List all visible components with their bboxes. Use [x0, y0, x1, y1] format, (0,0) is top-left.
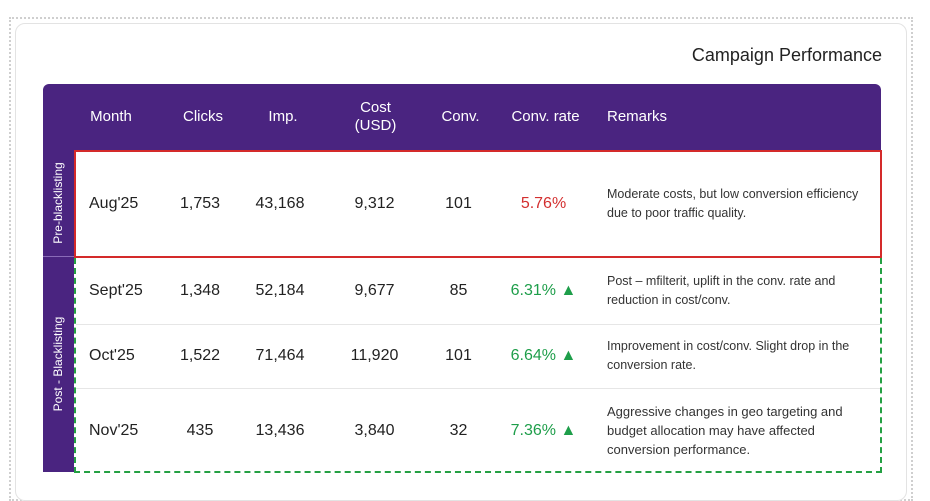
cell-imp: 71,464 — [255, 347, 305, 364]
cell-conv: 101 — [445, 347, 472, 364]
group-sidebar: Pre-blacklisting Post - Blacklisting — [43, 150, 74, 472]
cell-clicks: 1,753 — [179, 195, 221, 212]
col-remarks: Remarks — [607, 108, 668, 125]
rate-value: 6.64% — [510, 347, 557, 364]
cell-month: Nov'25 — [89, 421, 139, 439]
cell-cost: 9,677 — [354, 282, 395, 299]
cell-cost: 11,920 — [350, 347, 399, 364]
cell-imp: 52,184 — [255, 282, 305, 299]
cell-cost: 3,840 — [354, 421, 395, 439]
row-divider — [76, 388, 880, 389]
cell-conv: 85 — [449, 282, 468, 299]
table-row: Oct'25 1,522 71,464 11,920 101 6.64% ▲ I… — [76, 324, 880, 388]
pre-blacklisting-highlight — [74, 150, 882, 258]
cell-conv-rate: 7.36% ▲ — [496, 389, 591, 472]
rate-value: 7.36% — [510, 421, 557, 439]
group-label-pre: Pre-blacklisting — [51, 162, 65, 244]
cell-month: Sept'25 — [89, 282, 143, 299]
row-divider — [76, 324, 880, 325]
col-month: Month — [90, 108, 132, 125]
cell-conv: 32 — [449, 421, 468, 439]
table-row: Aug'25 1,753 43,168 9,312 101 5.76% Mode… — [76, 150, 880, 258]
cell-month: Aug'25 — [89, 195, 139, 212]
group-label-post: Post - Blacklisting — [51, 316, 65, 412]
col-cost: Cost (USD) — [354, 99, 397, 134]
page-title: Campaign Performance — [691, 45, 882, 65]
cell-clicks: 1,348 — [179, 282, 221, 299]
trend-up-icon: ▲ — [560, 282, 577, 299]
trend-up-icon: ▲ — [560, 421, 577, 439]
table-row: Nov'25 435 13,436 3,840 32 7.36% ▲ Aggre… — [76, 389, 880, 472]
table-row: Sept'25 1,348 52,184 9,677 85 6.31% ▲ Po… — [76, 258, 880, 324]
rate-value: 5.76% — [520, 195, 567, 212]
col-conv-rate: Conv. rate — [511, 108, 580, 125]
group-divider — [43, 256, 74, 257]
cell-imp: 43,168 — [255, 195, 305, 212]
cell-conv: 101 — [445, 195, 472, 212]
post-blacklisting-highlight — [74, 258, 882, 473]
cell-conv-rate: 5.76% — [496, 150, 591, 258]
cell-conv-rate: 6.64% ▲ — [496, 324, 591, 388]
cell-cost: 9,312 — [354, 195, 395, 212]
cell-month: Oct'25 — [89, 347, 135, 364]
cell-remarks: Aggressive changes in geo targeting and … — [607, 404, 843, 457]
cell-conv-rate: 6.31% ▲ — [496, 258, 591, 324]
col-imp: Imp. — [268, 108, 298, 125]
cell-remarks: Moderate costs, but low conversion effic… — [607, 187, 859, 220]
table-header: Month Clicks Imp. Cost (USD) Conv. Conv.… — [43, 84, 881, 150]
col-clicks: Clicks — [183, 108, 223, 125]
cell-imp: 13,436 — [255, 421, 305, 439]
rate-value: 6.31% — [510, 282, 557, 299]
cell-clicks: 1,522 — [179, 347, 221, 364]
trend-up-icon: ▲ — [560, 347, 577, 364]
cell-remarks: Improvement in cost/conv. Slight drop in… — [607, 339, 850, 372]
cell-remarks: Post – mfilterit, uplift in the conv. ra… — [607, 274, 836, 307]
cell-clicks: 435 — [186, 421, 214, 439]
col-conv: Conv. — [441, 108, 480, 125]
